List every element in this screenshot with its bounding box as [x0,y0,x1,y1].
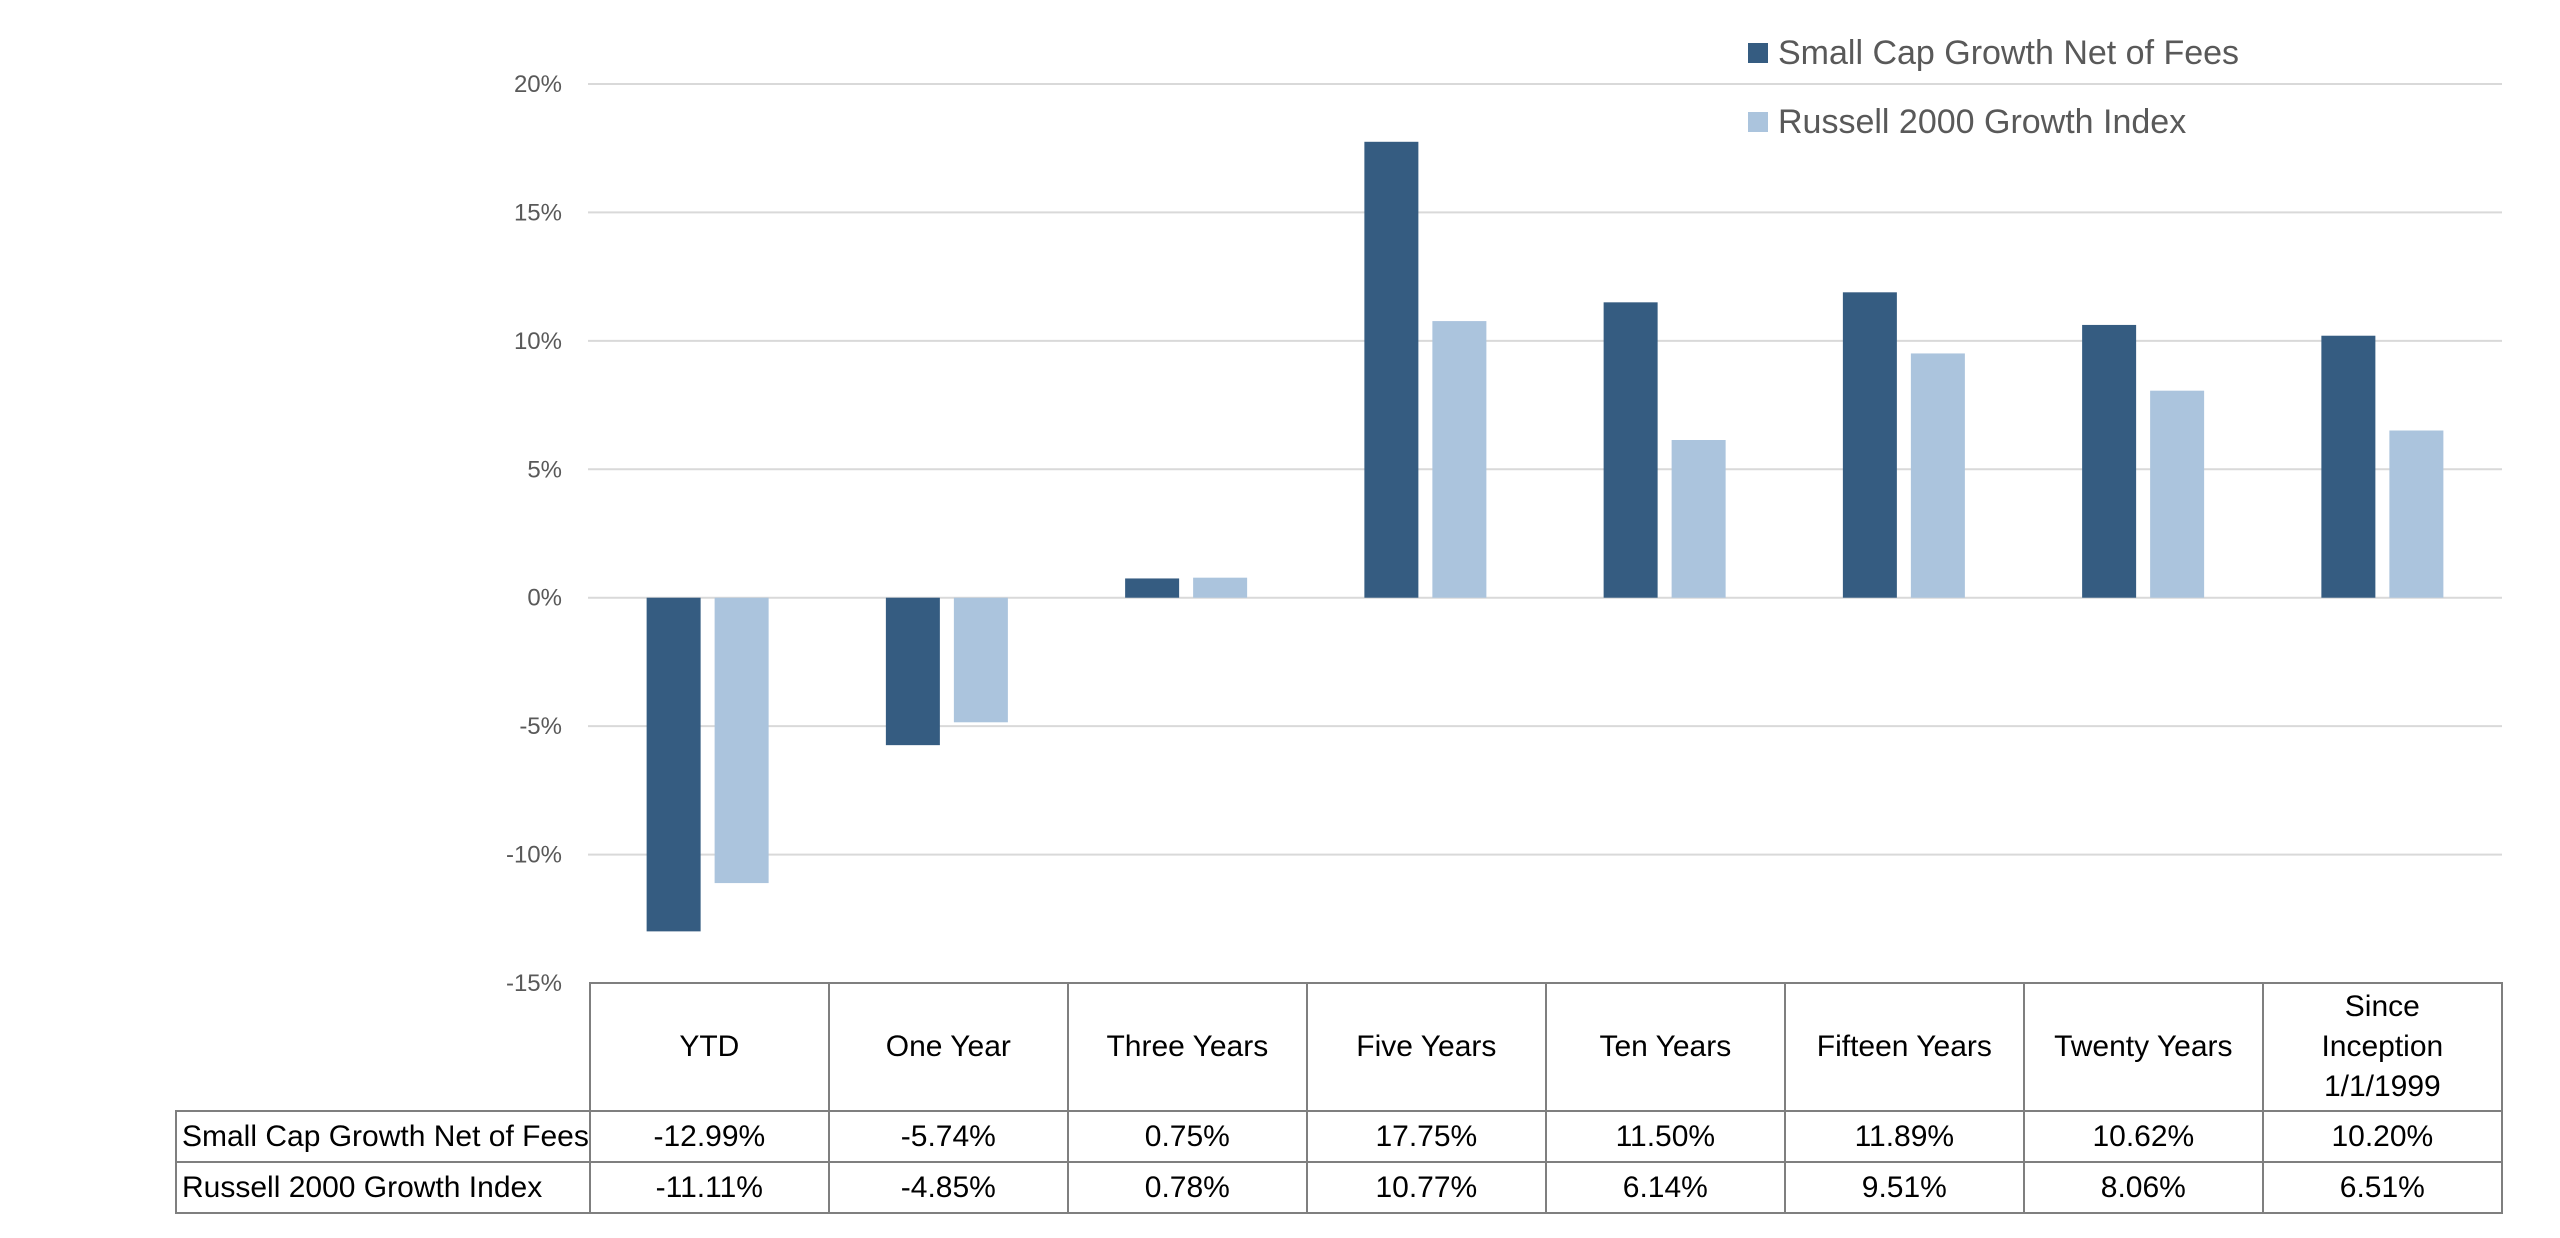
bar-series-2 [714,597,769,884]
bar-series-1 [1842,292,1897,598]
bar-series-1 [2082,324,2137,598]
y-axis-tick-labels: 20%15%10%5%0%-5%-10%-15% [506,71,562,997]
table-cell: 10.62% [2022,1110,2264,1163]
table-row-label: Russell 2000 Growth Index [175,1161,591,1214]
y-tick-label: 10% [514,328,562,355]
y-tick-label: 5% [527,456,562,483]
table-cell: -5.74% [827,1110,1069,1163]
table-cell: 11.50% [1544,1110,1786,1163]
bar-series-2 [1910,353,1965,598]
y-tick-label: 15% [514,199,562,226]
table-header-cell: Ten Years [1544,982,1786,1112]
table-cell: 10.77% [1305,1161,1547,1214]
bar-series-2 [1432,321,1487,598]
bar-series-1 [1125,578,1180,598]
y-tick-label: 0% [527,585,562,612]
table-header-cell: Three Years [1066,982,1308,1112]
table-cell: 10.20% [2261,1110,2503,1163]
table-header-cell: Five Years [1305,982,1547,1112]
table-cell: 0.78% [1066,1161,1308,1214]
bar-series-2 [1193,577,1248,598]
legend: Small Cap Growth Net of Fees Russell 200… [1748,34,2239,141]
legend-label-series-2: Russell 2000 Growth Index [1778,103,2186,141]
table-header-cell: Fifteen Years [1783,982,2025,1112]
legend-swatch-series-1 [1748,43,1768,63]
bar-series-2 [2389,430,2444,598]
table-cell: 17.75% [1305,1110,1547,1163]
gridlines [588,83,2502,856]
table-cell: -12.99% [588,1110,830,1163]
table-header-cell: One Year [827,982,1069,1112]
since-inception-label: Since Inception 1/1/1999 [2321,990,2444,1103]
bar-series-2 [1671,440,1726,598]
data-table: YTD One Year Three Years Five Years Ten … [175,982,2503,1214]
table-cell: 6.51% [2261,1161,2503,1214]
table-cell: 0.75% [1066,1110,1308,1163]
legend-swatch-series-2 [1748,112,1768,132]
table-cell: -4.85% [827,1161,1069,1214]
table-header-cell-since-inception: Since Inception 1/1/1999 [2261,982,2503,1112]
table-cell: 9.51% [1783,1161,2025,1214]
table-cell: 6.14% [1544,1161,1786,1214]
bar-series-1 [885,597,940,746]
bar-series-1 [1603,302,1658,598]
table-header-cell: Twenty Years [2022,982,2264,1112]
table-row: Small Cap Growth Net of Fees -12.99% -5.… [175,1110,2503,1163]
table-header-row: YTD One Year Three Years Five Years Ten … [176,982,2503,1112]
bar-series-2 [953,597,1008,723]
table-cell: -11.11% [588,1161,830,1214]
table-row: Russell 2000 Growth Index -11.11% -4.85%… [175,1161,2503,1214]
table-cell: 8.06% [2022,1161,2264,1214]
y-tick-label: 20% [514,71,562,98]
table-row-label: Small Cap Growth Net of Fees [175,1110,591,1163]
table-cell: 11.89% [1783,1110,2025,1163]
y-tick-label: -5% [519,713,562,740]
legend-label-series-1: Small Cap Growth Net of Fees [1778,34,2239,72]
bars [646,141,2444,932]
y-tick-label: -10% [506,842,562,869]
bar-series-2 [2150,390,2205,598]
bar-series-1 [1364,141,1419,598]
bar-series-1 [2321,335,2376,598]
bar-series-1 [646,597,701,932]
table-corner [176,983,591,1112]
table-header-cell: YTD [588,982,830,1112]
